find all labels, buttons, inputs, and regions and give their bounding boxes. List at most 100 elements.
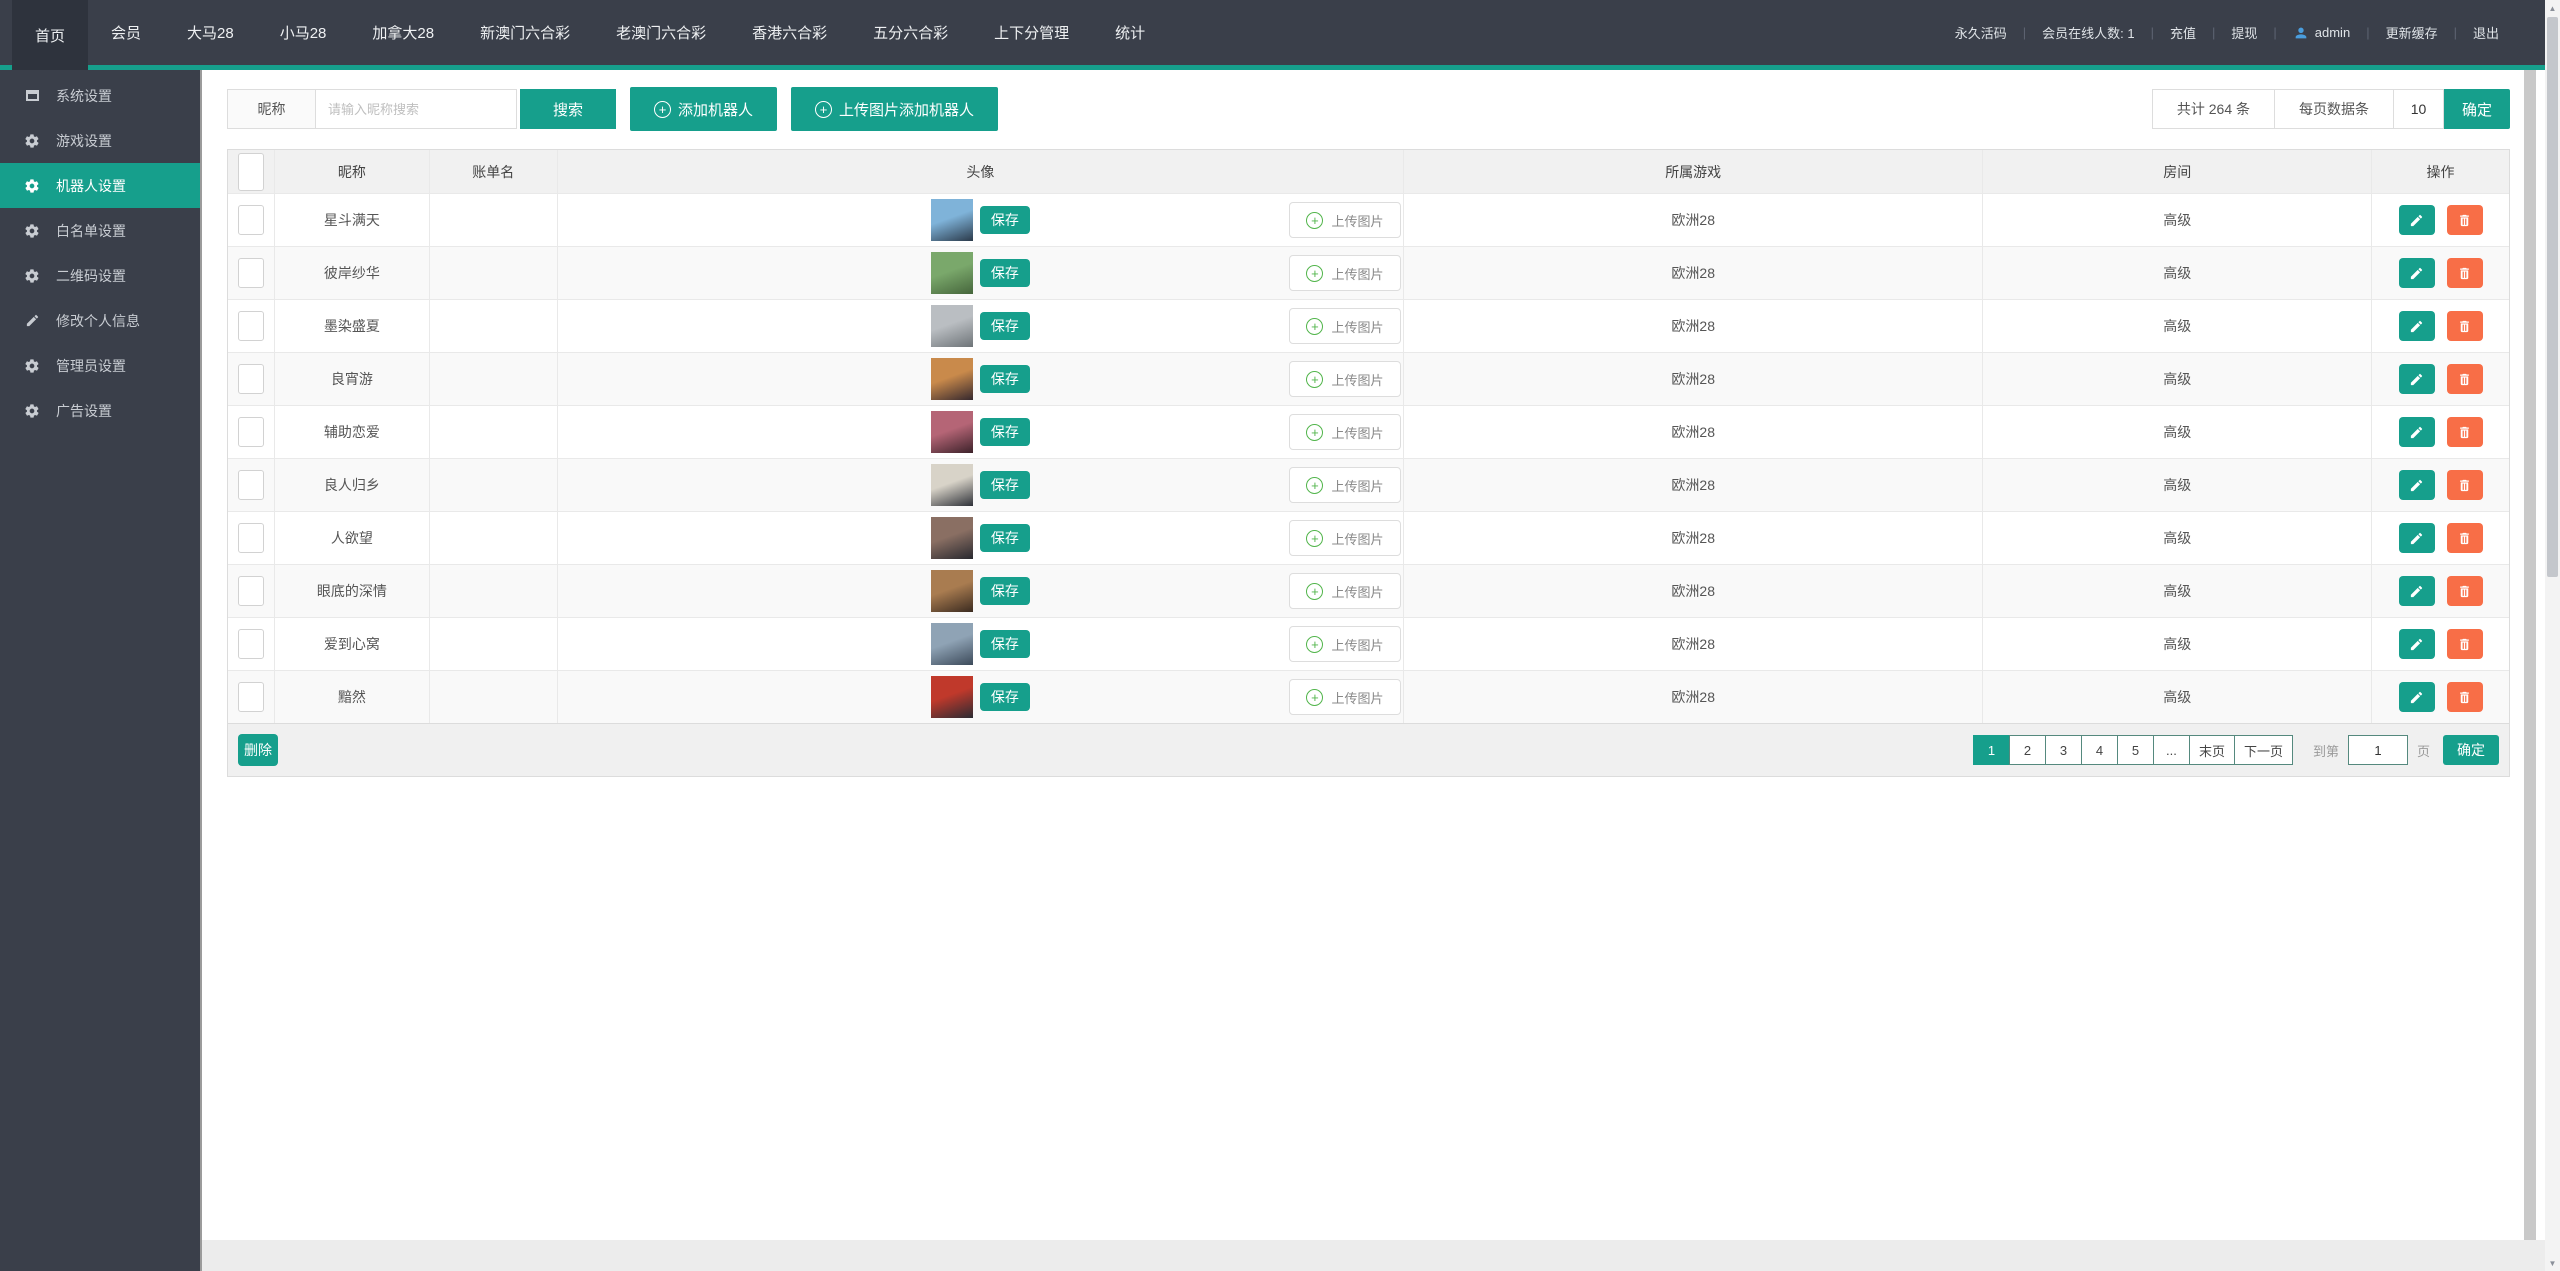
delete-button[interactable] — [2446, 205, 2483, 235]
upload-image-button[interactable]: + 上传图片 — [1288, 414, 1401, 450]
nav-item-home[interactable]: 首页 — [12, 0, 89, 70]
page-button-2[interactable]: 2 — [2008, 735, 2046, 765]
edit-button[interactable] — [2398, 576, 2435, 606]
row-checkbox[interactable] — [237, 576, 264, 606]
recharge-link[interactable]: 充值 — [2169, 26, 2196, 41]
upload-image-button[interactable]: + 上传图片 — [1288, 308, 1401, 344]
upload-image-button[interactable]: + 上传图片 — [1288, 467, 1401, 503]
row-checkbox[interactable] — [237, 311, 264, 341]
row-checkbox[interactable] — [237, 682, 264, 712]
save-button[interactable]: 保存 — [979, 206, 1030, 234]
inner-scrollbar[interactable] — [2524, 70, 2536, 1240]
edit-button[interactable] — [2398, 258, 2435, 288]
delete-button[interactable] — [2446, 417, 2483, 447]
per-page-confirm-button[interactable]: 确定 — [2444, 89, 2510, 129]
nav-item-xiaoma28[interactable]: 小马28 — [279, 25, 327, 42]
goto-confirm-button[interactable]: 确定 — [2443, 735, 2499, 765]
edit-button[interactable] — [2398, 682, 2435, 712]
upload-image-button[interactable]: + 上传图片 — [1288, 202, 1401, 238]
upload-add-robot-button[interactable]: + 上传图片添加机器人 — [791, 87, 999, 131]
sidebar-item-ad-settings[interactable]: 广告设置 — [0, 388, 200, 433]
add-robot-button[interactable]: + 添加机器人 — [630, 87, 778, 131]
withdraw-link[interactable]: 提现 — [2231, 26, 2258, 41]
delete-button[interactable] — [2446, 576, 2483, 606]
logout-link[interactable]: 退出 — [2472, 26, 2499, 41]
scrollbar-thumb[interactable] — [2547, 17, 2558, 577]
page-scrollbar[interactable]: ▲ ▼ — [2545, 0, 2560, 1271]
sidebar-item-robot-settings[interactable]: 机器人设置 — [0, 163, 200, 208]
page-ellipsis[interactable]: ... — [2152, 735, 2190, 765]
search-input[interactable] — [316, 90, 516, 128]
bulk-delete-button[interactable]: 删除 — [238, 734, 278, 766]
upload-image-button[interactable]: + 上传图片 — [1288, 573, 1401, 609]
admin-user[interactable]: admin — [2277, 25, 2366, 41]
upload-image-button[interactable]: + 上传图片 — [1288, 626, 1401, 662]
upload-image-button[interactable]: + 上传图片 — [1288, 361, 1401, 397]
nav-item-old-macau[interactable]: 老澳门六合彩 — [616, 25, 707, 42]
sidebar-item-qrcode-settings[interactable]: 二维码设置 — [0, 253, 200, 298]
delete-button[interactable] — [2446, 682, 2483, 712]
row-checkbox[interactable] — [237, 205, 264, 235]
per-page-input[interactable] — [2394, 90, 2444, 128]
refresh-cache-link[interactable]: 更新缓存 — [2385, 26, 2438, 41]
sidebar-item-game-settings[interactable]: 游戏设置 — [0, 118, 200, 163]
row-checkbox[interactable] — [237, 364, 264, 394]
sidebar-item-edit-profile[interactable]: 修改个人信息 — [0, 298, 200, 343]
delete-button[interactable] — [2446, 629, 2483, 659]
nav-item-fivemin[interactable]: 五分六合彩 — [873, 25, 949, 42]
edit-button[interactable] — [2398, 417, 2435, 447]
save-button[interactable]: 保存 — [979, 365, 1030, 393]
goto-page-input[interactable] — [2347, 735, 2408, 765]
nav-item-members[interactable]: 会员 — [111, 25, 142, 42]
upload-image-button[interactable]: + 上传图片 — [1288, 679, 1401, 715]
delete-button[interactable] — [2446, 523, 2483, 553]
delete-button[interactable] — [2446, 470, 2483, 500]
delete-button[interactable] — [2446, 258, 2483, 288]
permanent-link[interactable]: 永久活码 — [1954, 26, 2007, 41]
nav-item-stats[interactable]: 统计 — [1115, 25, 1146, 42]
row-checkbox[interactable] — [237, 258, 264, 288]
row-checkbox[interactable] — [237, 523, 264, 553]
scroll-up-arrow[interactable]: ▲ — [2548, 3, 2557, 13]
save-button[interactable]: 保存 — [979, 630, 1030, 658]
save-button[interactable]: 保存 — [979, 259, 1030, 287]
nickname-label: 昵称 — [228, 90, 316, 128]
upload-image-button[interactable]: + 上传图片 — [1288, 520, 1401, 556]
row-checkbox[interactable] — [237, 417, 264, 447]
sidebar-item-system-settings[interactable]: 系统设置 — [0, 73, 200, 118]
upload-image-button[interactable]: + 上传图片 — [1288, 255, 1401, 291]
save-button[interactable]: 保存 — [979, 471, 1030, 499]
save-button[interactable]: 保存 — [979, 577, 1030, 605]
row-checkbox[interactable] — [237, 629, 264, 659]
sidebar-item-admin-settings[interactable]: 管理员设置 — [0, 343, 200, 388]
scroll-down-arrow[interactable]: ▼ — [2548, 1258, 2557, 1268]
save-button[interactable]: 保存 — [979, 312, 1030, 340]
save-button[interactable]: 保存 — [979, 418, 1030, 446]
edit-button[interactable] — [2398, 364, 2435, 394]
row-checkbox[interactable] — [237, 470, 264, 500]
edit-button[interactable] — [2398, 311, 2435, 341]
edit-button[interactable] — [2398, 629, 2435, 659]
edit-button[interactable] — [2398, 523, 2435, 553]
page-button-4[interactable]: 4 — [2080, 735, 2118, 765]
page-button-5[interactable]: 5 — [2116, 735, 2154, 765]
save-button[interactable]: 保存 — [979, 524, 1030, 552]
next-page-button[interactable]: 下一页 — [2233, 735, 2293, 765]
admin-username: admin — [2314, 25, 2351, 40]
last-page-button[interactable]: 末页 — [2188, 735, 2235, 765]
nav-item-updown[interactable]: 上下分管理 — [994, 25, 1070, 42]
sidebar-item-whitelist-settings[interactable]: 白名单设置 — [0, 208, 200, 253]
edit-button[interactable] — [2398, 205, 2435, 235]
save-button[interactable]: 保存 — [979, 683, 1030, 711]
select-all-checkbox[interactable] — [237, 152, 264, 191]
delete-button[interactable] — [2446, 364, 2483, 394]
page-button-1[interactable]: 1 — [1972, 735, 2010, 765]
nav-item-hongkong[interactable]: 香港六合彩 — [752, 25, 828, 42]
nav-item-dama28[interactable]: 大马28 — [187, 25, 234, 42]
nav-item-canada28[interactable]: 加拿大28 — [372, 25, 435, 42]
delete-button[interactable] — [2446, 311, 2483, 341]
page-button-3[interactable]: 3 — [2044, 735, 2082, 765]
search-button[interactable]: 搜索 — [520, 89, 616, 129]
edit-button[interactable] — [2398, 470, 2435, 500]
nav-item-new-macau[interactable]: 新澳门六合彩 — [480, 25, 571, 42]
